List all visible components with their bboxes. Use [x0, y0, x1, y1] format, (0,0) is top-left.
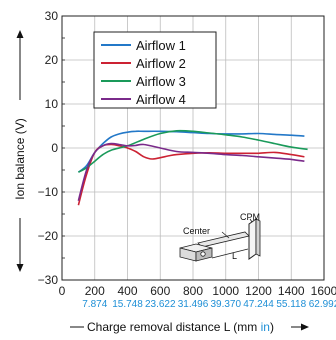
x-tick-label: 1400 [278, 284, 305, 298]
x-tick-label-in: 39.370 [210, 299, 241, 310]
y-tick-label: 30 [45, 9, 59, 23]
x-tick-label: 400 [117, 284, 137, 298]
y-arrow-down-head [16, 264, 24, 272]
inset-center-pointer [221, 231, 230, 239]
inset-cpm-plate-side [255, 218, 261, 257]
x-tick-label-in: 62.992 [309, 299, 336, 310]
inset-label-cpm: CPM [240, 212, 260, 222]
x-tick-label: 800 [183, 284, 203, 298]
x-tick-labels-in: 7.874 15.748 23.622 31.496 39.370 47.244 55.11… [82, 299, 336, 310]
y-tick-label: −10 [38, 185, 59, 199]
legend-label-airflow-2: Airflow 2 [136, 56, 186, 71]
x-tick-label-in: 47.244 [243, 299, 274, 310]
y-tick-label: 20 [45, 53, 59, 67]
legend: Airflow 1 Airflow 2 Airflow 3 Airflow 4 [93, 31, 217, 109]
series-line-airflow-3 [78, 129, 308, 173]
plot-frame [61, 15, 325, 281]
series-line-airflow-1 [77, 130, 305, 173]
y-tick-label: −20 [38, 229, 59, 243]
x-axis-title-group: Charge removal distance L (mm in) [70, 320, 309, 334]
x-tick-label-in: 23.622 [145, 299, 176, 310]
y-tick-label: 0 [51, 141, 58, 155]
inset-illustration: Center CPM L [179, 212, 261, 262]
y-tick-label: −30 [38, 273, 59, 287]
inset-cpm-plate [248, 218, 257, 260]
x-tick-label: 600 [150, 284, 170, 298]
x-tick-label-in: 7.874 [82, 299, 107, 310]
y-tick-label: 10 [45, 97, 59, 111]
x-tick-label: 1200 [245, 284, 272, 298]
legend-label-airflow-4: Airflow 4 [136, 92, 186, 107]
inset-dimension-line [211, 248, 249, 259]
inset-ionizer-knob [200, 251, 206, 257]
x-axis-title-main: Charge removal distance L (mm [87, 320, 261, 334]
legend-label-airflow-3: Airflow 3 [136, 74, 186, 89]
legend-label-airflow-1: Airflow 1 [136, 38, 186, 53]
x-tick-label-in: 31.496 [178, 299, 209, 310]
x-tick-label: 0 [59, 284, 66, 298]
x-axis-title-close: ) [270, 320, 274, 334]
x-tick-label: 200 [85, 284, 105, 298]
x-tick-label-in: 15.748 [112, 299, 143, 310]
series-line-airflow-4 [77, 142, 305, 201]
x-tick-labels: 0 200 400 600 800 1000 1200 1400 1600 [59, 284, 336, 298]
y-arrow-up-head [16, 30, 24, 38]
inset-cpm-pointer [249, 218, 253, 223]
series-lines [77, 129, 308, 206]
x-arrow-right-head [301, 323, 309, 331]
x-axis-title-unit-in: in [261, 320, 270, 334]
series-line-airflow-2 [77, 143, 305, 206]
x-tick-label: 1600 [311, 284, 336, 298]
y-axis-title-group: Ion balance (V) [13, 30, 27, 272]
x-axis-title: Charge removal distance L (mm in) [87, 320, 274, 334]
x-tick-label: 1000 [212, 284, 239, 298]
y-axis-title: Ion balance (V) [13, 118, 27, 199]
inset-label-center: Center [183, 226, 210, 236]
x-tick-label-in: 55.118 [276, 299, 306, 310]
y-tick-labels: 30 20 10 0 −10 −20 −30 [38, 9, 59, 287]
inset-label-L: L [232, 251, 237, 261]
